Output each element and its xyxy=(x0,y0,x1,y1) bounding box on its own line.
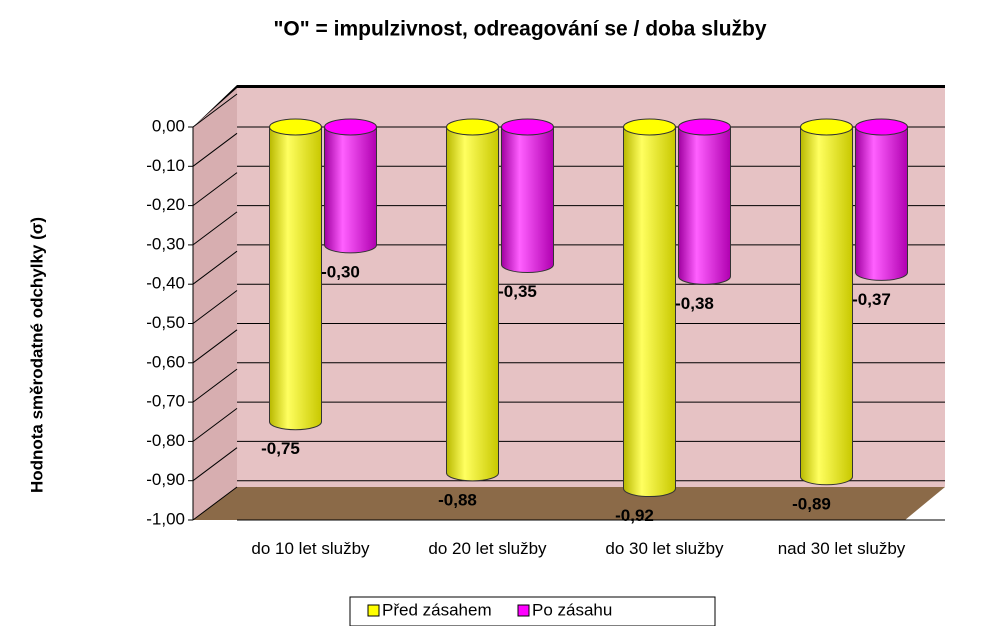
x-tick-line: do 10 let služby xyxy=(251,539,370,558)
legend-swatch xyxy=(367,604,380,617)
grid-line xyxy=(192,368,238,403)
data-label: -0,35 xyxy=(498,282,537,301)
x-tick-line: nad 30 let služby xyxy=(778,539,906,558)
bar-cap xyxy=(269,118,322,136)
y-tick-label: -0,40 xyxy=(146,274,185,293)
plot-area xyxy=(193,85,945,520)
grid-line xyxy=(192,132,238,167)
legend-label: Před zásahem xyxy=(382,600,492,619)
x-tick-label: do 20 let služby xyxy=(428,539,547,558)
grid-line xyxy=(192,290,238,324)
x-tick-line: do 30 let služby xyxy=(605,539,724,558)
x-tick-label: do 30 let služby xyxy=(605,539,724,558)
bar xyxy=(678,126,731,285)
side-wall xyxy=(193,88,237,520)
grid-line xyxy=(192,211,238,246)
grid-line xyxy=(192,407,238,442)
bar-cap xyxy=(324,118,377,136)
back-wall xyxy=(237,88,945,487)
bar xyxy=(269,126,322,431)
y-tick-label: -0,70 xyxy=(146,392,185,411)
grid-line xyxy=(192,93,238,128)
bar xyxy=(623,126,676,498)
data-label: -0,89 xyxy=(792,494,831,513)
bar xyxy=(446,126,499,482)
bar-cap xyxy=(678,118,731,136)
bar-cap xyxy=(446,118,499,136)
y-tick-label: -1,00 xyxy=(146,509,185,528)
y-tick-label: -0,20 xyxy=(146,195,185,214)
y-tick-label: -0,90 xyxy=(146,470,185,489)
data-label: -0,30 xyxy=(321,262,360,281)
grid-line xyxy=(192,329,238,364)
y-tick-label: -0,10 xyxy=(146,156,185,175)
bar-cap xyxy=(501,118,554,136)
data-label: -0,38 xyxy=(675,294,714,313)
x-tick-label: nad 30 let služby xyxy=(778,539,906,558)
x-tick-label: do 10 let služby xyxy=(251,539,370,558)
bar-cap xyxy=(623,118,676,136)
y-tick-label: -0,30 xyxy=(146,234,185,253)
data-label: -0,37 xyxy=(852,290,891,309)
legend xyxy=(349,596,716,626)
data-label: -0,92 xyxy=(615,506,654,525)
legend-label: Po zásahu xyxy=(532,600,612,619)
data-label: -0,88 xyxy=(438,490,477,509)
y-tick-label: -0,80 xyxy=(146,431,185,450)
legend-swatch xyxy=(517,604,530,617)
floor xyxy=(193,487,945,520)
y-tick-label: -0,50 xyxy=(146,313,185,332)
y-tick-label: 0,00 xyxy=(152,116,185,135)
x-tick-line: do 20 let služby xyxy=(428,539,547,558)
y-axis-label: Hodnota směrodatné odchylky (σ) xyxy=(27,217,46,493)
data-label: -0,75 xyxy=(261,439,300,458)
bar-cap xyxy=(800,118,853,136)
grid-line xyxy=(192,172,238,207)
grid-line xyxy=(192,250,238,285)
grid-line xyxy=(192,447,238,482)
bar-cap xyxy=(855,118,908,136)
chart-title: "O" = impulzivnost, odreagování se / dob… xyxy=(273,18,766,41)
y-tick-label: -0,60 xyxy=(146,352,185,371)
bar xyxy=(855,126,908,281)
bar xyxy=(800,126,853,486)
bar xyxy=(324,126,377,254)
grid-line xyxy=(192,486,238,521)
bar xyxy=(501,126,554,274)
